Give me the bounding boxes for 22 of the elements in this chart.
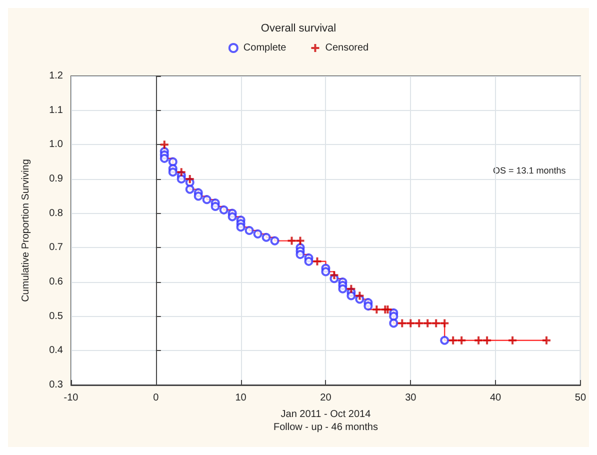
y-tick-label: 0.7 bbox=[49, 242, 64, 254]
x-tick-label: 20 bbox=[320, 392, 332, 404]
y-tick-label: 0.9 bbox=[49, 174, 64, 184]
x-tick-label: 30 bbox=[405, 392, 417, 404]
y-tick-label: 0.3 bbox=[49, 380, 64, 390]
y-axis-title: Cumulative Proportion Surviving bbox=[20, 159, 32, 302]
y-tick-label: 1.2 bbox=[49, 70, 64, 82]
y-tick-label: 1.0 bbox=[49, 139, 64, 150]
x-tick-label: 0 bbox=[153, 392, 160, 404]
y-tick-label: 0.8 bbox=[49, 208, 64, 219]
x-tick-label: -10 bbox=[64, 392, 79, 404]
x-tick-label: 50 bbox=[574, 392, 586, 404]
y-tick-label: 0.6 bbox=[49, 276, 64, 288]
x-tick-label: 40 bbox=[490, 392, 502, 404]
chart-title: Overall survival bbox=[260, 22, 336, 34]
x-axis-title: Jan 2011 - Oct 2014 Follow - up - 46 months bbox=[273, 408, 378, 433]
x-tick-label: 10 bbox=[235, 392, 247, 404]
legend-label: Complete bbox=[243, 42, 287, 54]
y-tick-label: 1.1 bbox=[49, 104, 64, 116]
legend-label: Censored bbox=[325, 42, 369, 54]
y-tick-label: 0.4 bbox=[49, 345, 64, 356]
y-tick-label: 0.5 bbox=[49, 310, 64, 322]
